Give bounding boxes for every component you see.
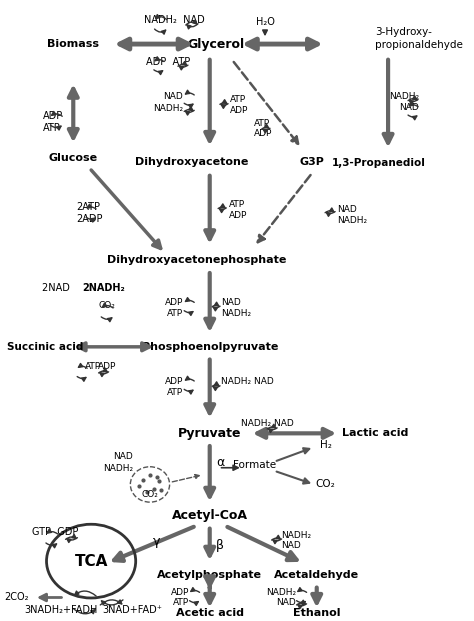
Text: Lactic acid: Lactic acid <box>341 428 408 438</box>
Text: NAD: NAD <box>113 453 133 461</box>
Text: Acetylphosphate: Acetylphosphate <box>157 570 262 580</box>
Text: ATP: ATP <box>167 388 183 397</box>
Text: NADH₂: NADH₂ <box>281 531 311 540</box>
Text: H₂: H₂ <box>320 440 332 450</box>
Text: CO₂: CO₂ <box>316 479 336 489</box>
Text: ATP: ATP <box>167 309 183 318</box>
Text: Acetaldehyde: Acetaldehyde <box>274 570 359 580</box>
Text: NADH₂: NADH₂ <box>221 309 251 318</box>
Text: NAD: NAD <box>276 598 296 607</box>
Text: NAD: NAD <box>221 298 241 307</box>
Text: α: α <box>216 456 224 469</box>
Text: Formate: Formate <box>233 460 276 470</box>
Text: NADH₂ NAD: NADH₂ NAD <box>241 419 294 428</box>
Text: Phosphoenolpyruvate: Phosphoenolpyruvate <box>142 342 278 352</box>
Text: 3NADH₂+FADH: 3NADH₂+FADH <box>24 605 98 615</box>
Text: NADH₂: NADH₂ <box>337 215 367 225</box>
Text: NADH₂: NADH₂ <box>389 92 419 101</box>
Text: β: β <box>216 539 224 552</box>
Text: 3-Hydroxy-: 3-Hydroxy- <box>375 27 432 37</box>
Text: ATP: ATP <box>230 94 246 104</box>
Text: 1,3-Propanediol: 1,3-Propanediol <box>332 158 426 168</box>
Text: Glycerol: Glycerol <box>187 37 245 50</box>
Text: NAD: NAD <box>281 541 301 550</box>
Text: ADP  ATP: ADP ATP <box>146 57 190 67</box>
Text: 3NAD+FAD⁺: 3NAD+FAD⁺ <box>102 605 162 615</box>
Text: CO₂: CO₂ <box>142 490 158 499</box>
Text: Dihydroxyacetone: Dihydroxyacetone <box>135 157 248 167</box>
Text: TCA: TCA <box>74 554 108 569</box>
Text: ADP: ADP <box>171 588 189 597</box>
Text: ADP: ADP <box>228 211 247 220</box>
Text: 2ATP: 2ATP <box>76 202 100 212</box>
Text: G3P: G3P <box>300 157 325 167</box>
Text: ADP: ADP <box>164 377 183 386</box>
Text: Ethanol: Ethanol <box>293 608 340 619</box>
Text: NADH₂: NADH₂ <box>103 465 133 473</box>
Text: ADP: ADP <box>230 106 248 116</box>
Text: 2ADP: 2ADP <box>76 214 102 224</box>
Text: NADH₂: NADH₂ <box>153 104 183 114</box>
Text: Biomass: Biomass <box>47 39 99 49</box>
Text: ATP: ATP <box>228 200 245 209</box>
Text: Pyruvate: Pyruvate <box>178 427 241 440</box>
Text: NADH₂  NAD: NADH₂ NAD <box>144 16 204 25</box>
Text: γ: γ <box>153 535 160 548</box>
Text: Dihydroxyacetonephosphate: Dihydroxyacetonephosphate <box>107 255 286 265</box>
Text: ADP: ADP <box>254 129 272 138</box>
Text: H₂O: H₂O <box>255 17 274 27</box>
Text: ADP: ADP <box>164 298 183 307</box>
Text: Succinic acid: Succinic acid <box>7 342 83 352</box>
Text: Acetyl-CoA: Acetyl-CoA <box>172 509 248 522</box>
Text: 2NADH₂: 2NADH₂ <box>82 283 125 293</box>
Text: Acetic acid: Acetic acid <box>176 608 244 619</box>
Text: ATP: ATP <box>254 119 270 128</box>
Text: propionaldehyde: propionaldehyde <box>375 40 463 50</box>
Text: NAD: NAD <box>163 92 183 101</box>
Text: ATP: ATP <box>85 362 101 371</box>
Text: 2NAD: 2NAD <box>42 283 76 293</box>
Text: Glucose: Glucose <box>49 153 98 163</box>
Text: ADP: ADP <box>43 111 63 121</box>
Text: ATP: ATP <box>173 598 189 607</box>
Text: NAD: NAD <box>400 104 419 112</box>
Text: NADH₂: NADH₂ <box>266 588 296 597</box>
Text: ATP: ATP <box>43 122 61 133</box>
Text: CO₂: CO₂ <box>99 301 116 310</box>
Text: NAD: NAD <box>337 205 357 214</box>
Text: 2CO₂: 2CO₂ <box>4 592 29 602</box>
Text: NADH₂ NAD: NADH₂ NAD <box>221 377 274 386</box>
Text: GTP  GDP: GTP GDP <box>32 527 79 537</box>
Text: ADP: ADP <box>98 362 117 371</box>
